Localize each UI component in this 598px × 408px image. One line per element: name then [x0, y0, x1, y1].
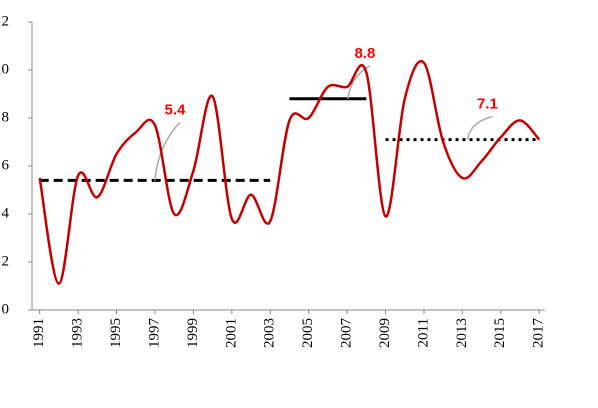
x-tick-label: 1995 — [108, 318, 124, 348]
x-tick-label: 1991 — [31, 318, 47, 348]
x-tick-label: 2009 — [377, 318, 393, 348]
x-tick-label: 2017 — [531, 318, 547, 349]
x-tick-label: 2003 — [262, 318, 278, 348]
leader-line — [347, 65, 371, 99]
y-tick-label: 2 — [2, 253, 10, 269]
y-tick-label: 6 — [2, 157, 10, 173]
average-label: 7.1 — [477, 96, 498, 113]
leader-line — [466, 115, 493, 140]
x-tick-label: 1997 — [146, 318, 162, 349]
y-tick-label: 8 — [2, 109, 10, 125]
x-tick-label: 2011 — [415, 318, 431, 347]
x-tick-label: 2005 — [300, 318, 316, 348]
x-tick-label: 1993 — [70, 318, 86, 348]
x-tick-label: 2015 — [492, 318, 508, 348]
y-tick-label: 12 — [0, 13, 9, 29]
y-tick-label: 0 — [2, 301, 10, 317]
y-tick-label: 10 — [0, 61, 9, 77]
x-tick-label: 2001 — [223, 318, 239, 348]
y-tick-label: 4 — [2, 205, 10, 221]
x-tick-label: 2013 — [454, 318, 470, 348]
x-tick-label: 1999 — [185, 318, 201, 348]
average-label: 8.8 — [354, 45, 375, 62]
leader-line — [154, 121, 181, 181]
x-tick-label: 2007 — [339, 318, 355, 349]
average-label: 5.4 — [165, 101, 187, 118]
line — [38, 59, 541, 285]
